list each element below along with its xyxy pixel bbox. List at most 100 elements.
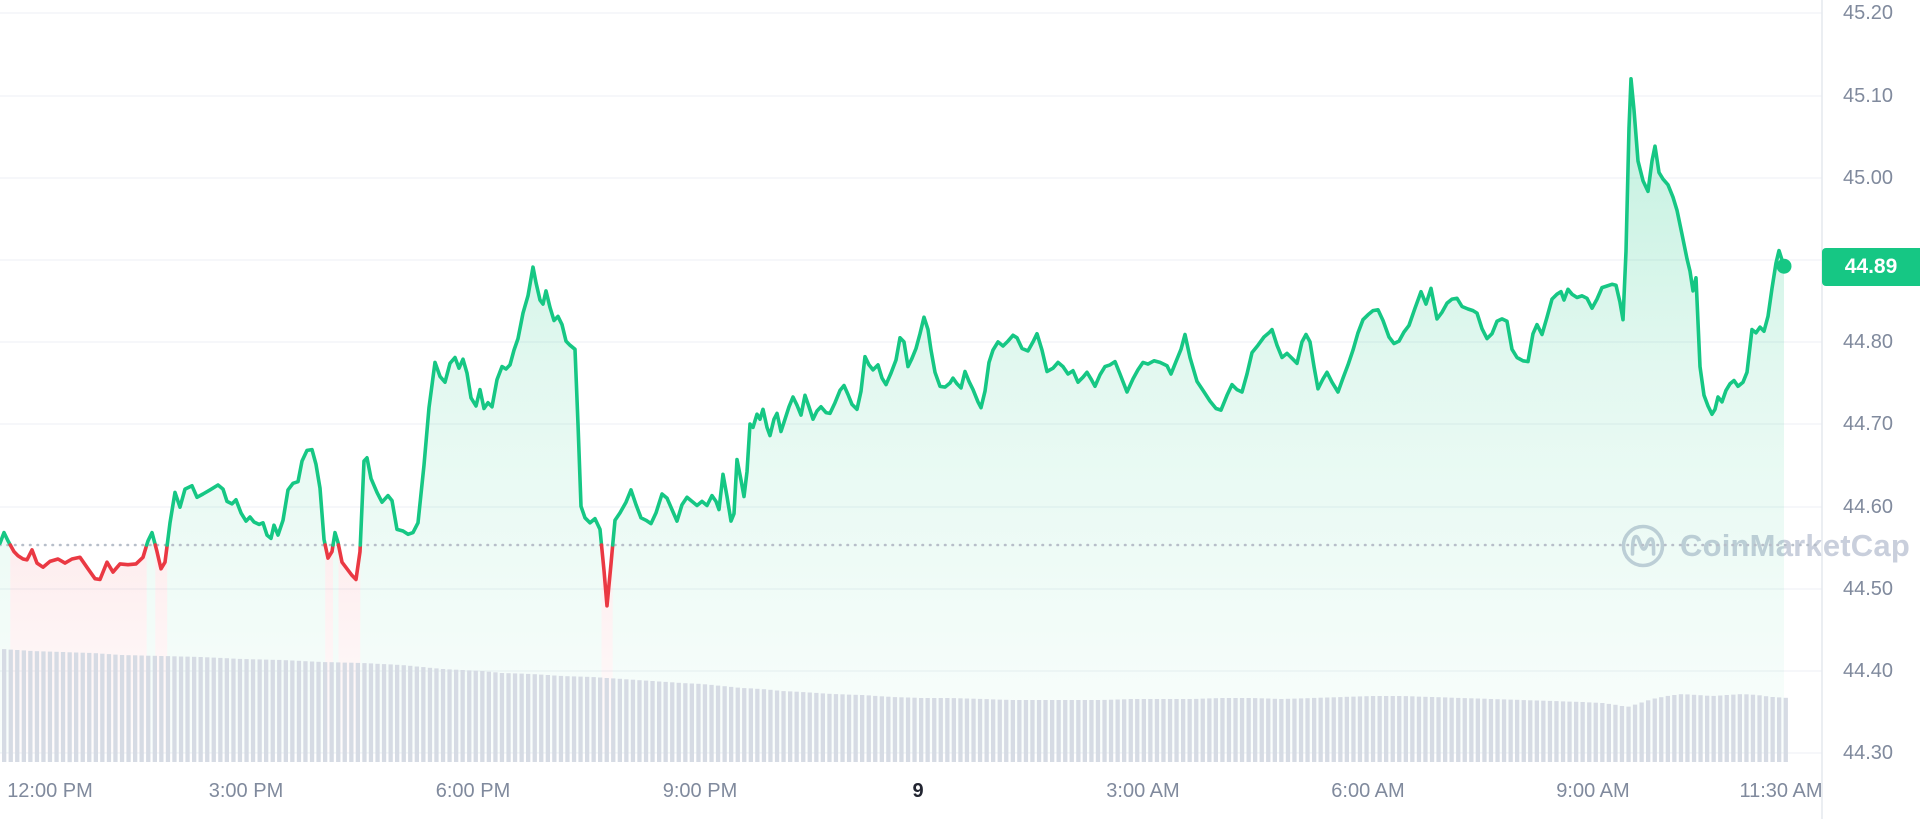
volume-bar <box>133 655 138 762</box>
volume-bar <box>21 650 26 762</box>
volume-bar <box>1377 696 1382 762</box>
volume-bar <box>100 653 105 762</box>
volume-bar <box>87 652 92 762</box>
x-axis-label: 9:00 PM <box>663 780 737 802</box>
volume-bar <box>1207 698 1212 762</box>
volume-bar <box>650 681 655 762</box>
volume-bar <box>611 678 616 762</box>
volume-bar <box>1154 699 1160 762</box>
volume-bar <box>1259 698 1264 762</box>
current-price-badge-label: 44.89 <box>1844 255 1898 278</box>
y-axis-label: 44.30 <box>1843 742 1893 764</box>
volume-bar <box>1429 697 1435 762</box>
volume-bar <box>74 652 79 762</box>
volume-bar <box>532 674 537 762</box>
volume-bar <box>493 672 498 762</box>
volume-bar <box>1017 700 1022 762</box>
volume-bar <box>1069 700 1074 762</box>
volume-bar <box>1292 698 1297 762</box>
volume-bar <box>224 658 229 762</box>
volume-bar <box>401 665 406 762</box>
volume-bar <box>1462 698 1467 762</box>
price-line-segment <box>0 530 13 547</box>
volume-bar <box>1187 699 1192 762</box>
volume-bar <box>742 688 747 762</box>
volume-bar <box>2 649 7 762</box>
volume-bar <box>198 657 203 762</box>
volume-bar <box>1705 695 1710 762</box>
volume-bar <box>1089 700 1094 762</box>
volume-bar <box>237 658 243 762</box>
volume-bar <box>840 694 845 762</box>
volume-bar <box>1181 699 1186 762</box>
volume-bar <box>689 683 694 762</box>
x-axis-label: 6:00 AM <box>1331 780 1404 802</box>
volume-bar <box>270 659 275 762</box>
volume-bar <box>1325 697 1330 762</box>
volume-bar <box>1443 697 1448 762</box>
volume-bar <box>427 667 433 762</box>
volume-bar <box>47 651 53 762</box>
volume-bar <box>846 694 852 762</box>
price-line-segment <box>610 77 1786 547</box>
volume-bar <box>1233 698 1238 762</box>
volume-bar <box>185 656 190 762</box>
volume-bar <box>165 656 171 762</box>
volume-bar <box>1194 698 1199 762</box>
volume-bar <box>1364 696 1369 762</box>
price-area <box>612 78 1785 754</box>
x-axis-label: 9:00 AM <box>1556 780 1629 802</box>
volume-bar <box>512 673 518 762</box>
volume-bar <box>1351 696 1356 762</box>
volume-bar <box>977 698 983 762</box>
volume-bar <box>67 652 72 763</box>
volume-bar <box>1508 699 1513 762</box>
volume-bar <box>1272 698 1277 762</box>
volume-bar <box>231 658 236 762</box>
volume-bar <box>932 698 937 762</box>
volume-bar <box>1266 698 1271 762</box>
volume-bar <box>801 692 806 762</box>
volume-bar <box>925 698 930 762</box>
volume-bar <box>1456 697 1461 762</box>
volume-bar <box>1731 694 1736 762</box>
volume-bar <box>421 667 426 762</box>
volume-bar <box>1613 704 1618 762</box>
volume-bar <box>1449 697 1454 762</box>
volume-bar <box>598 677 603 762</box>
volume-bar <box>447 669 452 762</box>
volume-bar <box>1161 699 1166 762</box>
volume-bar <box>1501 699 1507 762</box>
volume-bar <box>958 698 963 762</box>
volume-bar <box>729 686 734 762</box>
volume-bar <box>820 693 825 762</box>
volume-bar <box>473 670 478 762</box>
volume-bar <box>1560 701 1566 762</box>
volume-bar <box>290 660 295 762</box>
volume-bar <box>761 689 767 762</box>
price-line-segment <box>153 543 169 571</box>
volume-bar <box>1370 696 1376 762</box>
volume-bar <box>368 663 374 762</box>
volume-bar <box>1757 695 1762 762</box>
volume-bar <box>630 679 636 762</box>
volume-bar <box>1652 698 1657 762</box>
volume-bar <box>250 659 256 762</box>
volume-bar <box>552 675 557 762</box>
volume-bar <box>1672 695 1677 762</box>
volume-bar <box>526 673 531 762</box>
volume-bar <box>126 655 131 762</box>
volume-bar <box>964 698 970 762</box>
volume-bar <box>768 689 773 762</box>
y-axis-label: 44.40 <box>1843 660 1893 682</box>
volume-bar <box>60 652 66 762</box>
volume-bar <box>172 656 177 762</box>
volume-bar <box>277 659 282 762</box>
volume-bar <box>1298 698 1304 762</box>
volume-bar <box>106 654 112 762</box>
volume-bar <box>205 657 210 762</box>
price-area <box>155 545 168 753</box>
price-line-segment <box>8 543 149 582</box>
volume-bar <box>1226 698 1232 762</box>
